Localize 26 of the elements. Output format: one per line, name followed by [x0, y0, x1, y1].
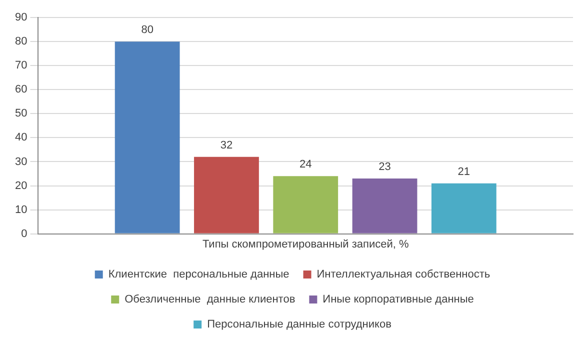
- bar: [431, 183, 496, 234]
- y-tick-label: 10: [14, 204, 28, 216]
- y-tick-label: 70: [14, 60, 28, 72]
- bar: [273, 176, 338, 234]
- y-tick-label: 90: [14, 12, 28, 24]
- bar: [194, 156, 259, 234]
- data-label: 24: [299, 158, 312, 171]
- legend-label: Клиентские персональные данные: [108, 268, 290, 281]
- y-tick-label: 30: [14, 156, 28, 168]
- legend-label: Иные корпоративные данные: [322, 294, 474, 306]
- y-tick-label: 40: [14, 132, 28, 144]
- y-tick-label: 0: [21, 228, 28, 240]
- data-label: 23: [378, 161, 391, 174]
- y-tick-label: 80: [14, 36, 28, 48]
- data-label: 21: [458, 166, 470, 178]
- y-tick-label: 20: [14, 180, 28, 192]
- data-label: 80: [141, 24, 154, 36]
- data-label: 32: [220, 139, 233, 152]
- y-tick-label: 50: [14, 108, 28, 120]
- bar: [114, 42, 180, 234]
- legend-label: Обезличенные данные клиентов: [124, 294, 296, 306]
- legend-label: Персональные данные сотрудников: [207, 318, 392, 331]
- x-axis-title: Типы скомпрометированный записей, %: [202, 238, 410, 250]
- bar: [352, 178, 418, 234]
- legend-label: Интеллектуальная собственность: [316, 268, 490, 281]
- y-tick-label: 60: [14, 84, 28, 96]
